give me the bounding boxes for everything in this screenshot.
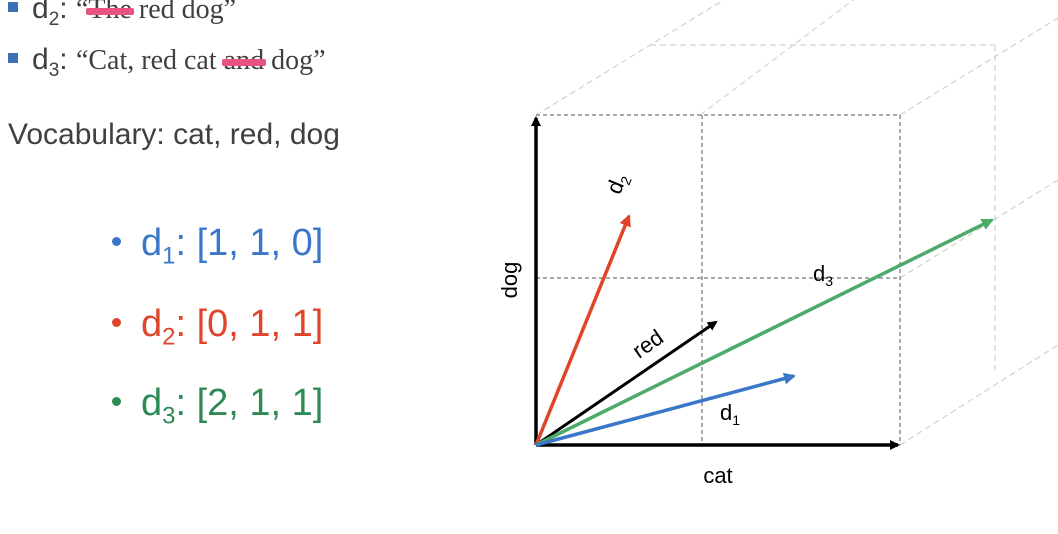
bullet-dot-icon	[112, 237, 121, 246]
vocabulary-text: Vocabulary: cat, red, dog	[8, 118, 340, 151]
label-d3: d3	[813, 261, 833, 289]
bullet-dot-icon	[112, 318, 121, 327]
axis-label-cat: cat	[703, 463, 732, 488]
z-axis-red	[535, 320, 718, 447]
document-d3-line: d3: “Cat, red cat and dog”	[8, 45, 326, 80]
vector-d3: d3: [2, 1, 1]	[112, 384, 323, 429]
grid-lines	[536, 114, 901, 445]
svg-text:d2: d2	[601, 169, 635, 198]
arrow-d2	[534, 214, 631, 446]
perspective-box	[535, 0, 1058, 446]
arrow-d1	[535, 372, 796, 447]
bullet-square-icon	[8, 1, 18, 12]
bullet-square-icon	[8, 52, 18, 63]
struck-word-the: The	[86, 0, 134, 24]
bullet-dot-icon	[112, 397, 121, 406]
doc-text-d2: “The red dog”	[76, 0, 236, 25]
axis-label-dog: dog	[497, 262, 522, 299]
label-d1: d1	[720, 400, 740, 428]
doc-label-d3: d3:	[32, 43, 76, 81]
arrow-d3	[535, 218, 994, 447]
label-d2: d2	[601, 169, 635, 198]
doc-text-d3: “Cat, red cat and dog”	[75, 45, 326, 76]
vector-d2: d2: [0, 1, 1]	[112, 305, 323, 350]
vector-d1: d1: [1, 1, 0]	[112, 224, 323, 269]
doc-label-d2: d2:	[32, 0, 76, 30]
struck-word-and: and	[221, 45, 267, 76]
document-d2-line: d2: “The red dog”	[8, 0, 236, 29]
